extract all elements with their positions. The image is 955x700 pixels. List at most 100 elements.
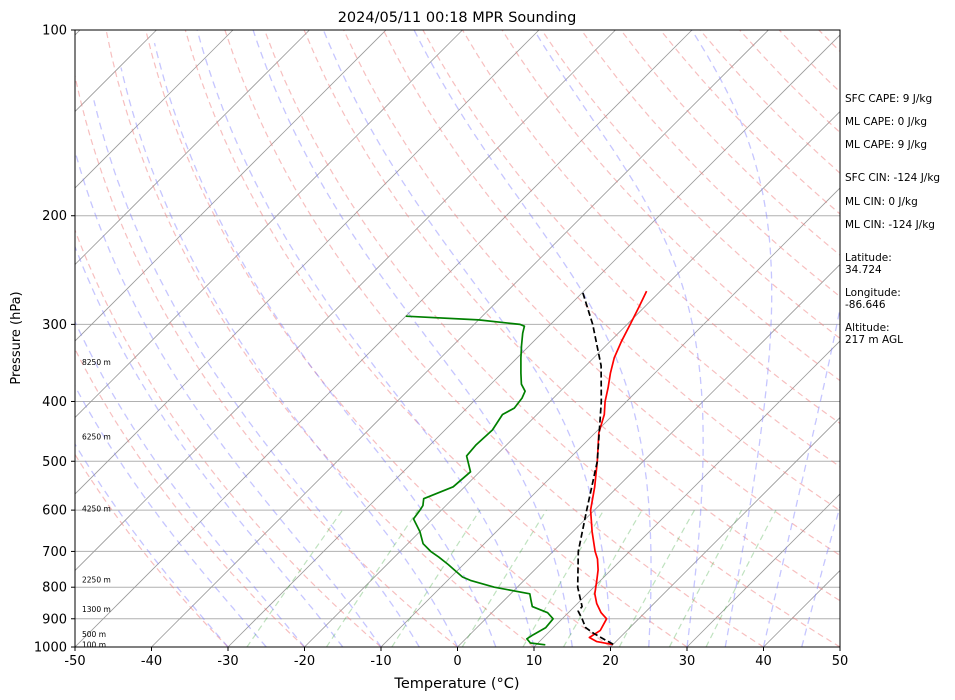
y-tick-label: 900 [42, 612, 67, 627]
latitude-text: Latitude: 34.724 [845, 252, 892, 276]
isotherm-line [457, 263, 840, 647]
sounding-series [405, 290, 648, 646]
height-label: 4250 m [82, 504, 111, 513]
ml-cin-text: ML CIN: 0 J/kg [845, 196, 918, 208]
y-tick-label: 800 [42, 581, 67, 596]
moist-adiabat [413, 30, 652, 647]
isotherm-lines [0, 30, 840, 647]
dry-adiabat [580, 30, 840, 298]
isotherm-line [533, 340, 840, 647]
isotherm-line [75, 30, 463, 419]
x-tick-label: 40 [755, 654, 772, 669]
height-label: 100 m [82, 640, 106, 649]
moist-adiabat [93, 100, 420, 647]
y-tick-label: 300 [42, 318, 67, 333]
isotherm-line [75, 30, 693, 647]
dry-adiabat [75, 228, 382, 647]
temperature-profile [588, 290, 648, 646]
x-tick-label: 50 [832, 654, 849, 669]
ml-cape-text: ML CAPE: 0 J/kg [845, 116, 928, 128]
isotherm-line [380, 187, 840, 647]
chart-title: 2024/05/11 00:18 MPR Sounding [338, 10, 577, 26]
mixing-ratio-line [618, 509, 696, 647]
altitude-text: Altitude: 217 m AGL [845, 322, 903, 346]
moist-adiabat [75, 384, 267, 647]
dry-adiabat [145, 30, 611, 647]
dewpoint-profile [405, 315, 554, 646]
moist-adiabat-lines [75, 30, 840, 647]
mixing-ratio-line [562, 509, 643, 647]
parcel-profile [576, 290, 614, 646]
isotherm-line [75, 30, 234, 189]
isotherm-line [610, 416, 840, 647]
isotherm-line [0, 30, 4, 647]
height-label: 500 m [82, 630, 106, 639]
mixing-ratio-line [246, 509, 343, 647]
y-axis-ticks: 100 200 300 400 500 600 700 800 900 1000 [34, 24, 75, 656]
dry-adiabat [184, 30, 688, 647]
x-tick-label: -10 [370, 654, 391, 669]
height-label: 2250 m [82, 575, 111, 584]
height-label: 1300 m [82, 605, 111, 614]
isotherm-line [151, 30, 769, 647]
plot-frame [74, 29, 841, 648]
moist-adiabat [75, 148, 382, 647]
dry-adiabat [75, 453, 229, 647]
y-tick-label: 200 [42, 209, 67, 224]
height-label: 6250 m [82, 433, 111, 442]
x-tick-label: -40 [141, 654, 162, 669]
moist-adiabat [153, 42, 497, 647]
y-tick-label: 400 [42, 395, 67, 410]
isotherm-line [75, 30, 387, 342]
sfc-cape-text: SFC CAPE: 9 J/kg [845, 93, 933, 105]
ml-cin-text-2: ML CIN: -124 J/kg [845, 219, 935, 231]
mixing-ratio-line [391, 509, 481, 647]
x-tick-label: 10 [526, 654, 543, 669]
axes [74, 29, 841, 648]
x-tick-label: -50 [64, 654, 85, 669]
y-tick-label: 600 [42, 504, 67, 519]
moist-adiabat [533, 30, 704, 647]
dry-adiabat [263, 30, 840, 647]
ml-cape-text-2: ML CAPE: 9 J/kg [845, 139, 928, 151]
moist-adiabat [196, 30, 535, 647]
y-tick-label: 1000 [34, 641, 67, 656]
isotherm-line [686, 493, 840, 647]
dry-adiabat [105, 30, 535, 647]
x-tick-label: -20 [294, 654, 315, 669]
isotherm-line [75, 30, 616, 572]
dry-adiabat [75, 73, 458, 647]
y-tick-label: 500 [42, 455, 67, 470]
x-tick-label: 30 [679, 654, 696, 669]
x-tick-label: -30 [217, 654, 238, 669]
height-label: 8250 m [82, 358, 111, 367]
isotherm-line [227, 34, 840, 647]
x-tick-label: 20 [602, 654, 619, 669]
moist-adiabat [322, 30, 612, 647]
longitude-text: Longitude: -86.646 [845, 287, 901, 311]
moist-adiabat [75, 320, 305, 647]
mixing-ratio-line [705, 509, 777, 647]
y-tick-label: 700 [42, 545, 67, 560]
x-axis-ticks: -50 -40 -30 -20 -10 0 10 20 30 40 50 [64, 647, 848, 669]
x-tick-label: 0 [453, 654, 461, 669]
isotherm-line [304, 110, 840, 647]
dry-adiabat [224, 30, 764, 647]
sfc-cin-text: SFC CIN: -124 J/kg [845, 172, 941, 184]
isotherm-line [75, 30, 310, 266]
moist-adiabat [691, 30, 773, 647]
mixing-ratio-line [522, 509, 605, 647]
moist-adiabat [75, 442, 229, 647]
y-tick-label: 100 [42, 24, 67, 39]
dry-adiabat [75, 347, 305, 647]
moist-adiabat [252, 30, 573, 647]
x-axis-label: Temperature (°C) [393, 676, 519, 692]
y-axis-label: Pressure (hPa) [9, 291, 24, 384]
mixing-ratio-line [668, 509, 743, 647]
mixing-ratio-line [461, 509, 548, 647]
moist-adiabat [120, 67, 459, 647]
dry-adiabat-lines [75, 30, 840, 647]
mixing-ratio-line [325, 509, 419, 647]
